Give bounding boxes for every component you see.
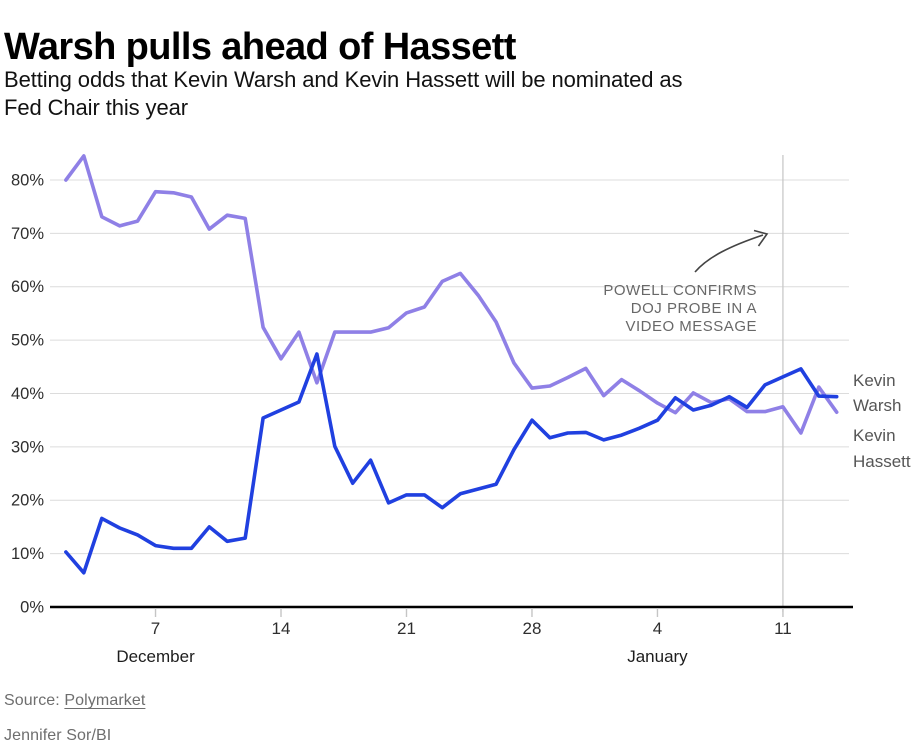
legend-hassett-label: Kevin (853, 426, 896, 445)
annotation-arrowhead (753, 229, 769, 247)
x-tick-label: 14 (272, 619, 291, 638)
y-axis-label: 30% (11, 438, 44, 456)
chart-svg: 0% 10% 20% 30% 40% 50% 60% 70% 80% 7 14 21 28 4 11 Dece… (11, 154, 911, 666)
y-axis-label: 0% (20, 599, 44, 617)
annotation-text: POWELL CONFIRMS (603, 282, 757, 299)
legend-hassett-label: Hassett (853, 452, 911, 471)
x-tick-label: 4 (653, 619, 662, 638)
annotation-arrow (694, 234, 764, 273)
month-label: January (627, 647, 688, 666)
y-axis-label: 80% (11, 171, 44, 189)
chart-subtitle-line1: Betting odds that Kevin Warsh and Kevin … (4, 67, 683, 92)
y-axis-label: 10% (11, 545, 44, 563)
source-label: Source: (4, 692, 60, 709)
y-axis-label: 70% (11, 225, 44, 243)
y-axis-label: 50% (11, 332, 44, 350)
annotation-text: VIDEO MESSAGE (625, 318, 757, 335)
chart-area: 0% 10% 20% 30% 40% 50% 60% 70% 80% 7 14 21 28 4 11 Dece… (0, 145, 922, 675)
polymarket-link[interactable]: Polymarket (64, 692, 146, 709)
legend-warsh-label: Warsh (853, 396, 902, 415)
x-tick-label: 28 (523, 619, 542, 638)
y-axis-label: 20% (11, 492, 44, 510)
chart-subtitle: Betting odds that Kevin Warsh and Kevin … (4, 66, 683, 121)
warsh-line (64, 352, 839, 575)
chart-title: Warsh pulls ahead of Hassett (4, 26, 516, 69)
y-axis-label: 40% (11, 385, 44, 403)
byline: Jennifer Sor/BI (4, 727, 112, 744)
y-axis-label: 60% (11, 278, 44, 296)
annotation-text: DOJ PROBE IN A (631, 300, 757, 317)
chart-subtitle-line2: Fed Chair this year (4, 94, 188, 120)
month-label: December (116, 647, 195, 666)
source-line: Source: Polymarket (4, 692, 145, 710)
hassett-line (64, 154, 839, 435)
x-tick-label: 21 (397, 619, 416, 638)
legend-warsh-label: Kevin (853, 371, 896, 390)
x-tick-label: 11 (774, 619, 792, 638)
x-tick-label: 7 (151, 619, 160, 638)
